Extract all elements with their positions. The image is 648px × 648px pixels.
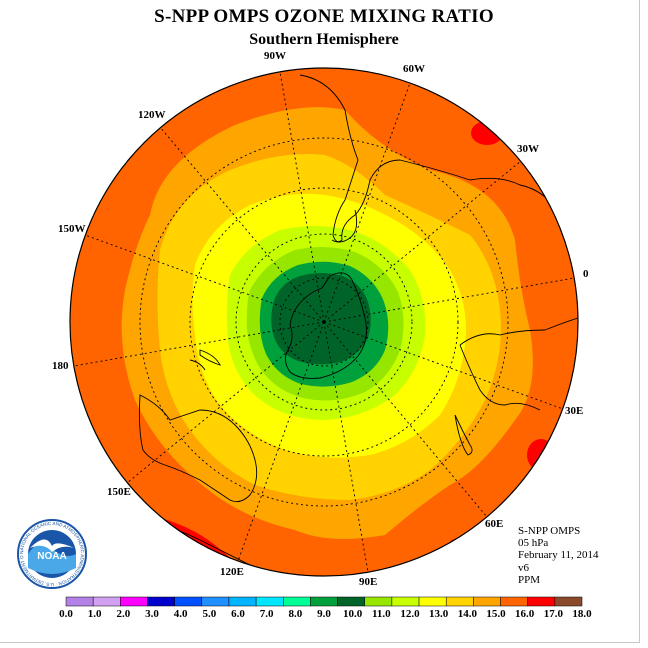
- colorbar-tick-label: 11.0: [372, 608, 391, 620]
- info-version: v6: [518, 561, 529, 574]
- map-title: S-NPP OMPS OZONE MIXING RATIO: [154, 6, 494, 27]
- band-17-patch: [471, 121, 503, 145]
- colorbar-tick-label: 10.0: [343, 608, 363, 620]
- colorbar-swatch: [527, 596, 556, 607]
- lon-label-30w: 30W: [517, 143, 539, 155]
- map-subtitle: Southern Hemisphere: [249, 31, 399, 48]
- meridian-90e: [323, 321, 369, 573]
- colorbar-swatch: [445, 596, 474, 607]
- colorbar-swatch: [554, 596, 583, 607]
- meridian-180: [73, 321, 325, 367]
- colorbar-swatch: [120, 596, 148, 607]
- colorbar-tick-label: 13.0: [429, 608, 449, 620]
- colorbar-tick-label: 3.0: [145, 608, 159, 620]
- south-america-coast: [299, 74, 561, 243]
- colorbar-tick-label: 1.0: [87, 608, 102, 620]
- colorbar-swatch: [92, 596, 121, 607]
- noaa-logo-text: NOAA: [37, 551, 66, 562]
- info-date: February 11, 2014: [518, 549, 599, 562]
- lon-label-150w: 150W: [58, 223, 86, 235]
- colorbar-tick-label: 0.0: [59, 608, 73, 620]
- colorbar-tick-label: 2.0: [116, 608, 131, 620]
- lon-label-90e: 90E: [359, 576, 378, 588]
- colorbar-swatch: [337, 596, 365, 607]
- lon-label-0: 0: [583, 268, 589, 280]
- africa-coast: [459, 317, 578, 346]
- colorbar-swatch: [364, 596, 393, 607]
- meridian-150w: [84, 234, 325, 323]
- colorbar-tick-label: 8.0: [288, 608, 303, 620]
- colorbar-swatch: [418, 596, 447, 607]
- info-units: PPM: [518, 573, 541, 586]
- lon-label-120w: 120W: [138, 109, 166, 121]
- latitude-circle: [279, 277, 369, 367]
- new-zealand-north: [199, 349, 221, 366]
- colorbar-swatch: [310, 596, 338, 607]
- colorbar-tick-label: 4.0: [173, 608, 188, 620]
- latitude-circle: [139, 137, 509, 507]
- colorbar-tick-label: 16.0: [515, 608, 535, 620]
- lon-label-120e: 120E: [220, 566, 244, 578]
- colorbar-swatch: [65, 596, 94, 607]
- australia-coast: [138, 394, 258, 503]
- lon-label-180: 180: [52, 360, 69, 372]
- colorbar-swatch: [500, 596, 528, 607]
- latitude-circle: [235, 233, 413, 411]
- meridian-0: [323, 277, 575, 323]
- lon-label-30e: 30E: [565, 405, 584, 417]
- ozone-field: [70, 68, 578, 576]
- meridian-60e: [323, 321, 488, 518]
- meridian-90w: [279, 71, 325, 323]
- map-border: [69, 67, 579, 577]
- meridian-30e: [323, 321, 564, 410]
- colorbar-swatch: [147, 596, 175, 607]
- info-block: S-NPP OMPS 05 hPa February 11, 2014 v6 P…: [518, 525, 599, 586]
- colorbar-tick-label: 14.0: [457, 608, 477, 620]
- coastlines: [138, 74, 578, 571]
- graticule: [73, 71, 575, 573]
- antarctica-coast: [285, 272, 367, 379]
- info-instrument: S-NPP OMPS: [518, 525, 581, 537]
- lon-label-150e: 150E: [107, 486, 131, 498]
- colorbar-swatch: [228, 596, 257, 607]
- colorbar-swatch: [473, 596, 501, 607]
- colorbar-tick-label: 15.0: [486, 608, 506, 620]
- band-17-patch: [450, 539, 462, 547]
- noaa-logo: NOAA NATIONAL OCEANIC AND ATMOSPHERIC AD…: [16, 518, 87, 589]
- meridian-120e: [237, 321, 325, 562]
- colorbar-tick-label: 7.0: [259, 608, 274, 620]
- latitude-circle: [189, 187, 459, 457]
- colorbar-swatch: [174, 596, 203, 607]
- info-level: 05 hPa: [518, 537, 549, 550]
- africa-coast-south: [459, 344, 541, 411]
- lon-label-60w: 60W: [403, 63, 425, 75]
- new-zealand-south: [189, 359, 206, 371]
- colorbar-swatch: [283, 596, 311, 607]
- colorbar-tick-label: 18.0: [572, 608, 592, 620]
- meridian-60w: [323, 82, 411, 323]
- lon-label-60e: 60E: [485, 518, 504, 530]
- madagascar: [454, 414, 473, 456]
- band-9: [271, 273, 371, 365]
- colorbar-tick-label: 17.0: [543, 608, 563, 620]
- colorbar-swatch: [391, 596, 420, 607]
- colorbar-tick-label: 5.0: [202, 608, 217, 620]
- colorbar: [65, 596, 583, 607]
- colorbar-tick-label: 12.0: [400, 608, 420, 620]
- colorbar-swatch: [255, 596, 284, 607]
- lon-label-90w: 90W: [264, 50, 286, 62]
- colorbar-tick-label: 9.0: [317, 608, 331, 620]
- colorbar-tick-label: 6.0: [231, 608, 245, 620]
- colorbar-swatch: [201, 596, 230, 607]
